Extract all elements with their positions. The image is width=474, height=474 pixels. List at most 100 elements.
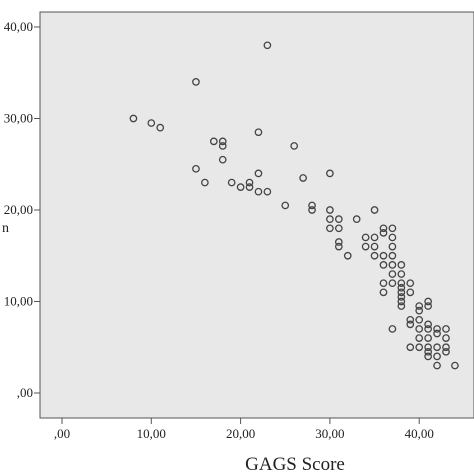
data-point (415, 334, 424, 342)
data-point (379, 261, 388, 269)
data-point (361, 242, 370, 251)
y-axis: ,00 10,00 20,00 30,00 40,00 (4, 19, 40, 400)
data-point (370, 242, 379, 251)
data-point (254, 128, 263, 137)
data-point (415, 315, 424, 324)
data-point (156, 123, 165, 132)
data-point (451, 361, 459, 370)
data-point (263, 187, 272, 196)
data-point (433, 361, 441, 370)
data-point (299, 174, 307, 182)
data-point (379, 279, 388, 288)
data-point (388, 270, 397, 278)
data-point (326, 215, 334, 223)
data-point (209, 137, 218, 146)
data-point (361, 233, 370, 242)
data-point (334, 224, 343, 233)
data-point (415, 306, 424, 315)
data-point (406, 315, 415, 324)
x-tick-label: 10,00 (137, 426, 166, 441)
y-tick-label: ,00 (17, 385, 33, 400)
data-point (415, 343, 424, 352)
data-point (254, 187, 263, 196)
data-point (442, 347, 450, 356)
x-tick-label: 30,00 (315, 426, 344, 441)
data-point (379, 224, 388, 233)
data-point (236, 183, 245, 191)
x-tick-label: ,00 (54, 426, 70, 441)
data-point (192, 164, 200, 173)
data-point (308, 201, 316, 210)
y-tick-label: 20,00 (4, 202, 33, 217)
data-point (379, 251, 388, 260)
data-point (424, 302, 432, 310)
y-tick-label: 40,00 (4, 19, 33, 34)
data-point (397, 270, 406, 278)
x-tick-label: 20,00 (226, 426, 255, 441)
data-point (352, 215, 361, 223)
data-point (388, 325, 397, 333)
y-axis-label-fragment: n (2, 221, 9, 236)
data-point (397, 261, 406, 269)
data-point (290, 142, 299, 150)
data-point (424, 334, 432, 342)
data-point (254, 169, 263, 178)
data-point (388, 279, 397, 288)
data-point (263, 41, 272, 50)
data-point (388, 224, 397, 233)
data-point (227, 178, 236, 187)
x-axis: ,00 10,00 20,00 30,00 40,00 (54, 418, 434, 441)
data-point (370, 206, 379, 214)
data-point (433, 329, 441, 338)
data-point (201, 178, 209, 187)
data-point (334, 242, 343, 251)
data-point (281, 201, 290, 210)
data-point (129, 114, 138, 123)
data-point (326, 206, 334, 214)
data-point (192, 78, 200, 86)
data-point (326, 169, 334, 178)
data-point (433, 352, 441, 361)
data-point (397, 297, 406, 306)
plot-area (39, 11, 474, 419)
data-point (147, 119, 156, 127)
data-point (433, 343, 441, 352)
y-tick-label: 10,00 (4, 294, 33, 309)
data-point (245, 183, 254, 191)
data-point (388, 261, 397, 269)
data-point (406, 343, 415, 352)
data-point (415, 325, 424, 333)
data-point (308, 206, 316, 214)
data-point (218, 137, 227, 146)
data-point (406, 320, 415, 329)
data-point (379, 288, 388, 297)
data-point (388, 242, 397, 251)
data-point (415, 302, 424, 310)
data-point (397, 293, 406, 301)
data-point (424, 347, 432, 356)
data-point (424, 320, 432, 329)
data-point (218, 155, 227, 164)
data-point (326, 224, 334, 233)
data-point (397, 302, 406, 310)
data-point (442, 334, 450, 342)
data-point (245, 178, 254, 187)
data-point (424, 297, 432, 306)
data-point (397, 279, 406, 288)
data-point (379, 229, 388, 237)
x-axis-title: GAGS Score (245, 454, 345, 474)
data-point (334, 215, 343, 223)
data-point (388, 233, 397, 242)
data-point (442, 343, 450, 352)
data-point (424, 352, 432, 361)
data-point (406, 279, 415, 288)
data-point (370, 233, 379, 242)
data-point (388, 251, 397, 260)
data-point (406, 288, 415, 297)
data-point (424, 343, 432, 352)
data-point (433, 325, 441, 333)
x-tick-label: 40,00 (405, 426, 434, 441)
data-point (397, 288, 406, 297)
data-point (397, 283, 406, 292)
